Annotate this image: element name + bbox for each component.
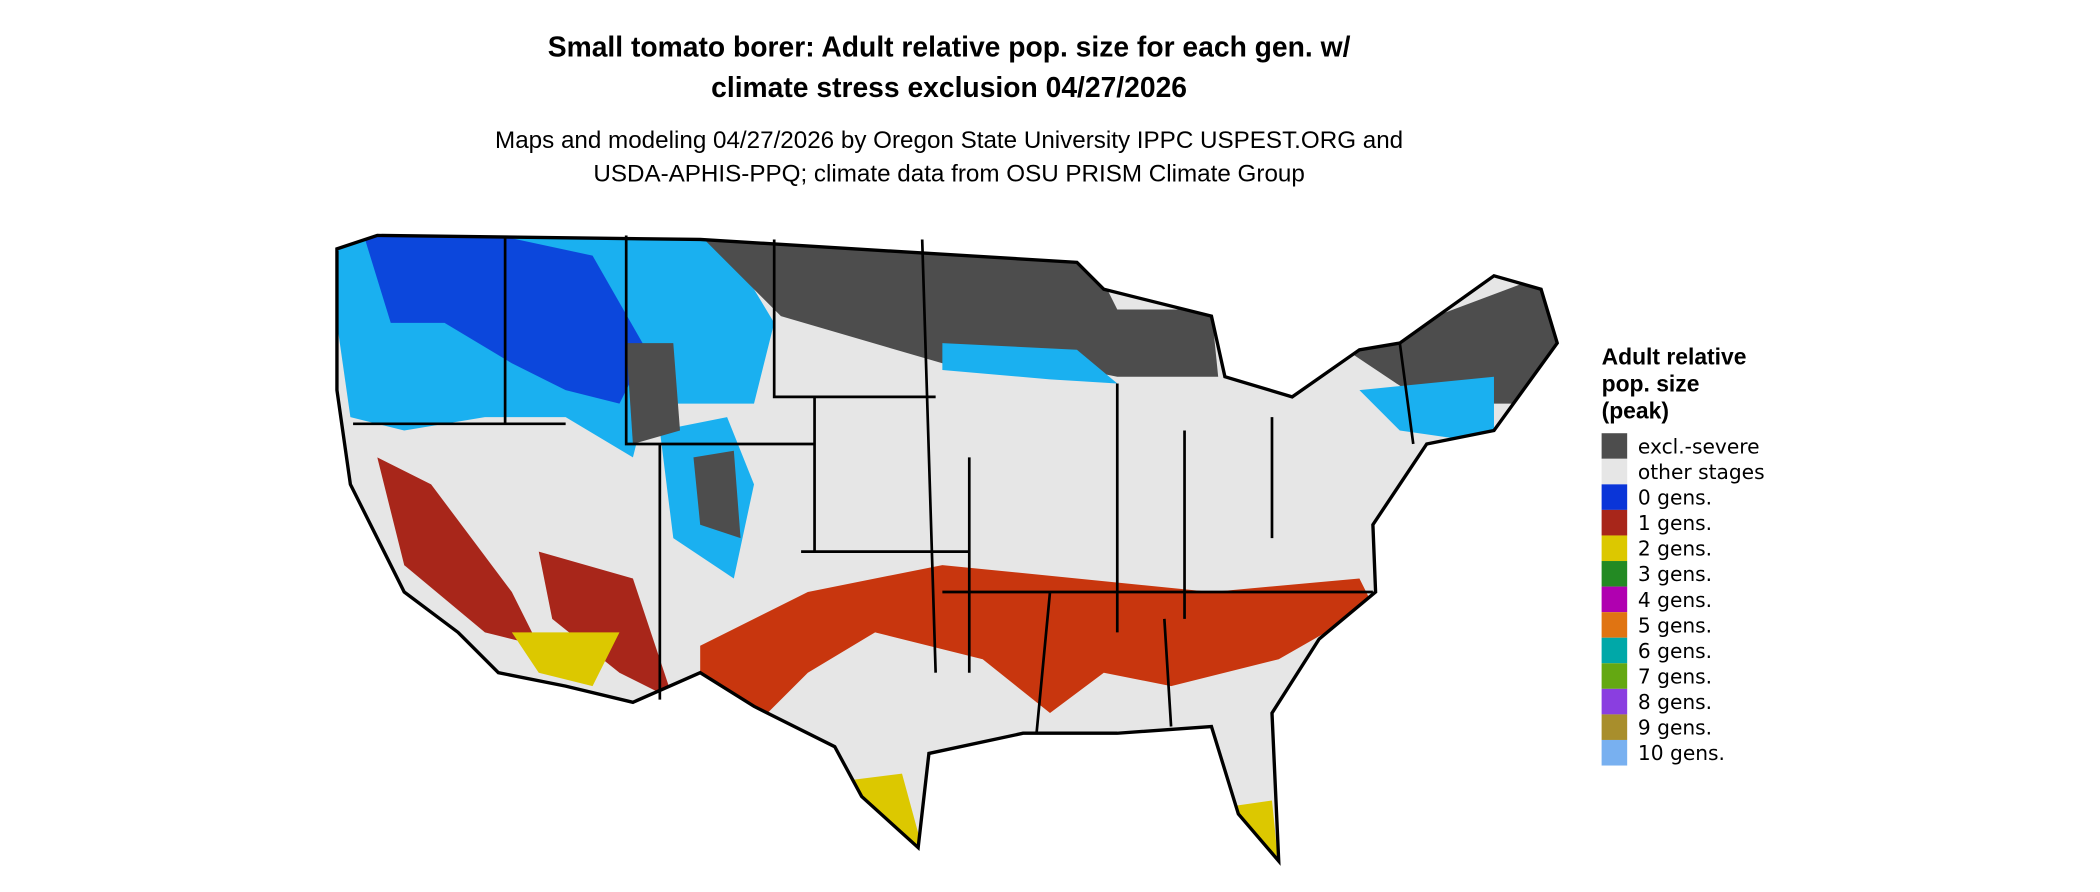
- legend-label: 3 gens.: [1638, 562, 1712, 586]
- legend-swatch: [1601, 739, 1628, 766]
- legend-swatch: [1601, 509, 1628, 536]
- legend-swatch: [1601, 586, 1628, 613]
- legend-label: 5 gens.: [1638, 613, 1712, 637]
- legend-swatch: [1601, 484, 1628, 510]
- us-map: [335, 233, 1560, 866]
- title-line: Small tomato borer: Adult relative pop. …: [548, 31, 1351, 63]
- map-fill: [336, 235, 1558, 862]
- legend-swatch: [1601, 612, 1628, 638]
- legend-label: 8 gens.: [1638, 690, 1712, 714]
- legend-label: excl.-severe: [1638, 434, 1760, 458]
- title-line: climate stress exclusion 04/27/2026: [711, 71, 1187, 103]
- legend-swatch: [1601, 714, 1628, 740]
- legend-label: 2 gens.: [1638, 537, 1712, 561]
- legend-title: (peak): [1602, 397, 1669, 423]
- legend-swatch: [1601, 663, 1628, 689]
- legend-title: Adult relative: [1602, 344, 1747, 370]
- legend-swatch: [1601, 688, 1628, 715]
- legend: Adult relative pop. size (peak) excl.-se…: [1602, 344, 1765, 766]
- legend-swatch: [1601, 433, 1628, 459]
- legend-label: 1 gens.: [1638, 511, 1712, 535]
- legend-swatch: [1601, 561, 1628, 587]
- legend-label: other stages: [1638, 460, 1765, 484]
- legend-label: 4 gens.: [1638, 588, 1712, 612]
- legend-swatch: [1601, 535, 1628, 562]
- legend-swatch: [1601, 458, 1628, 485]
- legend-label: 6 gens.: [1638, 639, 1712, 663]
- legend-swatch: [1601, 637, 1628, 664]
- subtitle-line: USDA-APHIS-PPQ; climate data from OSU PR…: [593, 161, 1304, 188]
- subtitle-line: Maps and modeling 04/27/2026 by Oregon S…: [495, 127, 1403, 154]
- legend-title: pop. size: [1602, 371, 1700, 397]
- legend-label: 10 gens.: [1638, 741, 1725, 765]
- legend-label: 9 gens.: [1638, 716, 1712, 740]
- legend-label: 0 gens.: [1638, 486, 1712, 510]
- legend-label: 7 gens.: [1638, 664, 1712, 688]
